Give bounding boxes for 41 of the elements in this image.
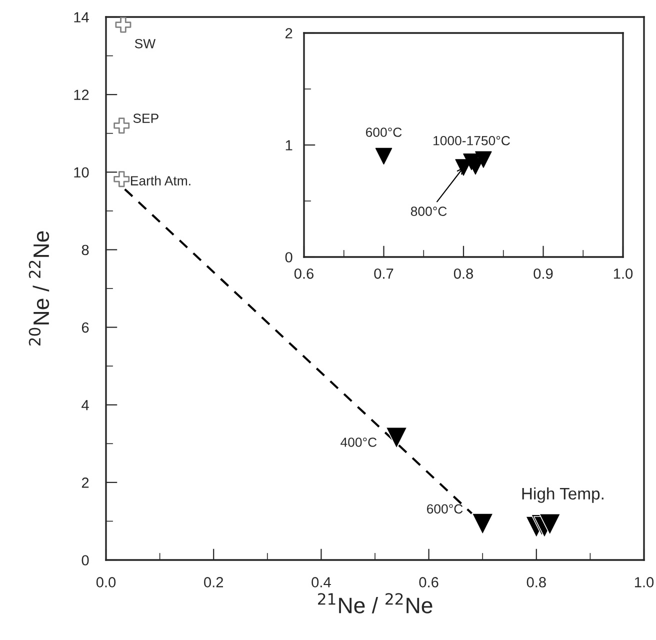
y-tick-label: 0 [285,252,292,262]
y-axis-title: $^{20}$Ne / $^{22}$Ne [28,231,50,346]
annotation: 600°C [366,128,402,137]
x-tick-label: 0.8 [526,577,546,588]
y-tick-label: 1 [286,140,292,150]
x-tick-label: 0.6 [419,577,438,588]
x-tick-label: 0.8 [454,268,474,279]
annotation: 400°C [340,438,377,447]
x-tick-label: 1.0 [634,577,654,588]
y-tick-label: 10 [74,167,89,178]
point [115,17,132,33]
x-tick-label: 0.9 [534,268,553,279]
annotation: 800°C [410,206,447,216]
point [386,426,408,449]
x-tick-label: 0.6 [294,268,314,279]
annotation: 1000-1750°C [434,136,510,146]
y-tick-label: 0 [82,555,89,566]
x-tick-label: 0.0 [96,577,116,588]
point [538,513,561,536]
annotation: SW [134,38,156,48]
point [114,171,130,188]
y-tick-label: 8 [82,244,89,256]
y-tick-label: 6 [82,322,89,333]
x-tick-label: 0.2 [204,577,224,588]
annotation: High Temp. [522,487,604,503]
x-tick-label: 0.4 [312,577,331,588]
point [114,118,130,134]
y-tick-label: 2 [82,478,89,488]
y-tick-label: 2 [286,28,292,38]
x-axis-title: $^{21}$Ne / $^{22}$Ne [318,593,432,614]
x-tick-label: 1.0 [614,268,633,279]
point [375,148,392,165]
point [472,512,494,535]
y-tick-label: 12 [74,90,89,100]
x-tick-label: 0.7 [374,268,394,279]
annotation: SEP [133,114,158,123]
point [475,151,492,168]
annotation: 600°C [427,504,463,514]
y-tick-label: 14 [74,12,89,22]
annotation: Earth Atm. [131,176,190,186]
y-tick-label: 4 [82,400,89,410]
